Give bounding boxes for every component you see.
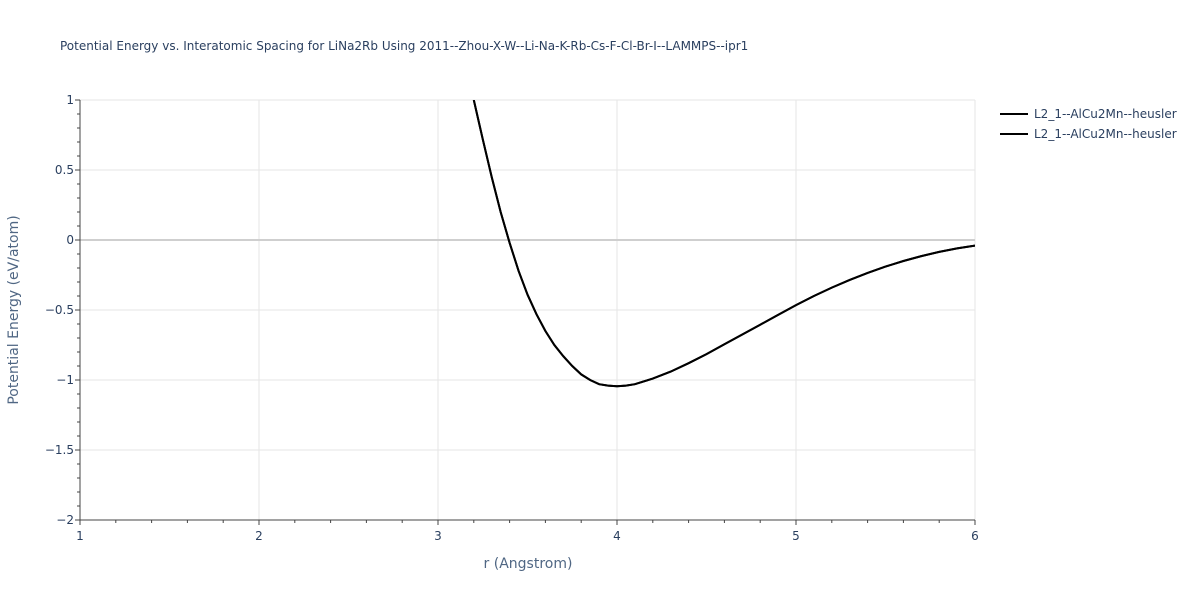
y-tick-label: 1: [66, 93, 74, 107]
x-tick-labels: 1 2 3 4 5 6: [76, 529, 979, 543]
chart-title: Potential Energy vs. Interatomic Spacing…: [60, 39, 748, 53]
axes: [75, 99, 976, 525]
y-tick-label: 0: [66, 233, 74, 247]
x-tick-label: 3: [434, 529, 442, 543]
series-group: [472, 100, 975, 388]
y-tick-labels: 1 0.5 0 −0.5 −1 −1.5 −2: [45, 93, 74, 527]
legend-label: L2_1--AlCu2Mn--heusler: [1034, 127, 1177, 141]
y-axis-title: Potential Energy (eV/atom): [6, 215, 22, 404]
x-tick-label: 1: [76, 529, 84, 543]
y-tick-label: 0.5: [55, 163, 74, 177]
x-tick-label: 4: [613, 529, 621, 543]
x-tick-label: 2: [255, 529, 263, 543]
x-tick-label: 6: [971, 529, 979, 543]
y-tick-label: −1: [56, 373, 74, 387]
y-tick-label: −2: [56, 513, 74, 527]
legend-label: L2_1--AlCu2Mn--heusler: [1034, 107, 1177, 121]
x-axis-title: r (Angstrom): [484, 556, 573, 572]
legend: L2_1--AlCu2Mn--heusler L2_1--AlCu2Mn--heu…: [1000, 107, 1177, 141]
series-line-2: [472, 100, 975, 388]
y-tick-label: −1.5: [45, 443, 74, 457]
y-tick-label: −0.5: [45, 303, 74, 317]
x-tick-label: 5: [792, 529, 800, 543]
